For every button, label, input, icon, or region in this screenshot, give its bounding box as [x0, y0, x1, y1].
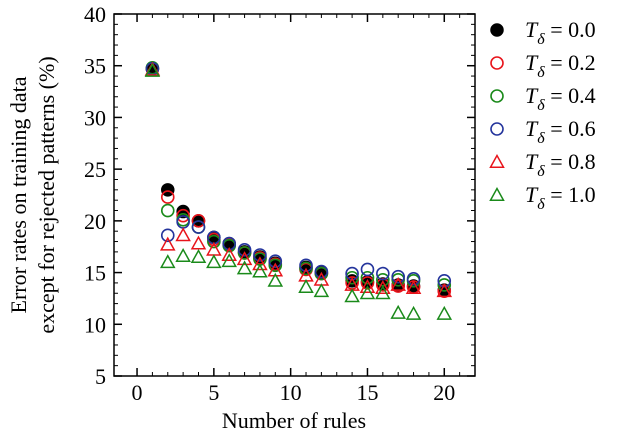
legend-marker [490, 23, 504, 37]
data-point [313, 283, 330, 298]
legend-item: Tδ = 0.8 [489, 149, 596, 180]
data-point [206, 254, 222, 269]
data-point [344, 288, 360, 303]
data-point [190, 249, 207, 264]
data-point [144, 62, 161, 77]
legend-marker [489, 186, 505, 201]
data-point [161, 183, 175, 197]
legend-label: Tδ = 0.2 [525, 50, 596, 81]
y-tick-label: 10 [84, 312, 106, 337]
data-point [236, 260, 253, 275]
legend-label: Tδ = 0.0 [525, 17, 596, 48]
data-point [159, 254, 176, 269]
data-point [253, 248, 267, 262]
data-point [175, 227, 191, 242]
data-point [190, 235, 207, 250]
data-point [376, 266, 390, 281]
data-point [345, 270, 359, 285]
y-tick-label: 20 [84, 209, 106, 234]
data-point [159, 236, 176, 251]
data-point [252, 263, 268, 278]
data-point [268, 254, 283, 268]
data-point [160, 190, 175, 204]
legend-item: Tδ = 1.0 [489, 182, 596, 213]
data-point [176, 208, 190, 223]
data-point [391, 269, 405, 284]
x-tick-label: 5 [208, 380, 219, 405]
legend-marker [489, 153, 505, 168]
data-point [405, 305, 422, 320]
y-tick-label: 25 [84, 157, 106, 182]
data-point [375, 285, 391, 300]
data-point [160, 228, 175, 243]
data-point [405, 280, 422, 295]
data-point [191, 220, 206, 234]
data-point [207, 234, 221, 249]
data-point [299, 258, 313, 273]
data-point [252, 256, 268, 271]
y-tick-label: 15 [84, 261, 106, 286]
series-5 [144, 62, 453, 320]
legend-item: Tδ = 0.4 [490, 83, 596, 114]
legend-label: Tδ = 0.8 [525, 149, 596, 180]
legend: Tδ = 0.0Tδ = 0.2Tδ = 0.4Tδ = 0.6Tδ = 0.8… [489, 17, 596, 213]
x-tick-label: 0 [132, 380, 143, 405]
data-point [436, 283, 453, 298]
data-point [237, 243, 252, 257]
y-tick-label: 5 [95, 364, 106, 389]
x-axis-label: Number of rules [222, 408, 366, 433]
legend-item: Tδ = 0.2 [490, 50, 596, 81]
data-point [360, 270, 375, 285]
data-point [375, 280, 391, 295]
legend-label: Tδ = 0.4 [525, 83, 596, 114]
x-tick-label: 10 [280, 380, 302, 405]
y-tick-label: 40 [84, 2, 106, 27]
x-tick-label: 15 [356, 380, 378, 405]
x-tick-label: 20 [433, 380, 455, 405]
data-point [267, 272, 284, 287]
y-tick-label: 35 [84, 54, 106, 79]
data-point [221, 246, 237, 261]
legend-label: Tδ = 0.6 [525, 116, 596, 147]
data-point [221, 253, 237, 268]
legend-marker [490, 56, 504, 70]
series-2 [145, 60, 452, 292]
data-point [390, 304, 406, 319]
data-point [359, 285, 376, 300]
data-point [314, 264, 329, 279]
data-point [236, 251, 253, 266]
legend-marker [490, 122, 504, 136]
data-point [437, 274, 452, 288]
series-3 [145, 62, 452, 288]
data-point [175, 247, 191, 262]
legend-item: Tδ = 0.0 [490, 17, 596, 48]
data-point [191, 214, 206, 228]
y-axis-label-line-1: Error rates on training data [6, 76, 31, 313]
plot-frame [113, 13, 476, 377]
data-point [298, 279, 314, 294]
data-point [360, 276, 375, 290]
data-point [406, 271, 421, 286]
data-point [390, 276, 406, 291]
legend-marker [490, 89, 504, 103]
data-point [360, 262, 375, 277]
legend-item: Tδ = 0.6 [490, 116, 596, 147]
data-point [160, 203, 175, 218]
data-point [268, 258, 283, 273]
y-tick-label: 30 [84, 105, 106, 130]
data-point [437, 278, 452, 292]
y-axis-label-line-2: except for rejected patterns (%) [34, 56, 59, 333]
data-point [436, 305, 453, 320]
data-point [359, 279, 376, 294]
legend-label: Tδ = 1.0 [525, 182, 596, 213]
